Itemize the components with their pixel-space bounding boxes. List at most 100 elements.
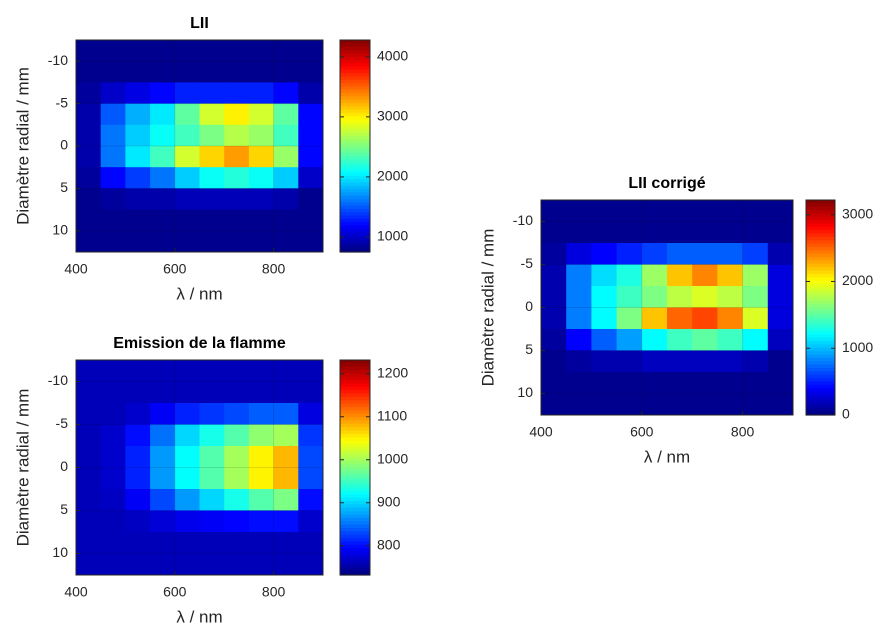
heat-cell	[298, 146, 323, 168]
colorbar-segment	[340, 86, 370, 91]
heat-cell	[199, 124, 225, 147]
colorbar-segment	[806, 253, 835, 258]
heat-cell	[273, 82, 299, 105]
heat-cell	[273, 510, 299, 533]
heat-cell	[125, 103, 151, 126]
colorbar-segment	[340, 242, 370, 246]
y-tick-label: -5	[56, 415, 69, 431]
x-tick-label: 600	[163, 261, 187, 277]
colorbar-segment	[340, 109, 370, 114]
colorbar-segment	[340, 66, 370, 71]
heat-cell	[76, 209, 102, 232]
heat-cell	[742, 243, 769, 265]
heat-cell	[248, 403, 275, 425]
heat-cell	[150, 82, 176, 105]
heat-cell	[199, 209, 225, 232]
heat-cell	[248, 446, 275, 468]
colorbar-segment	[806, 300, 835, 305]
heat-cell	[591, 264, 618, 287]
heat-cell	[641, 264, 668, 287]
heat-cell	[76, 403, 102, 425]
heat-cell	[174, 40, 200, 62]
colorbar-segment	[340, 541, 370, 546]
heat-cell	[767, 329, 793, 351]
x-axis-label: λ / nm	[176, 284, 222, 303]
heat-cell	[199, 403, 225, 425]
heat-cell	[248, 167, 275, 189]
colorbar-segment	[340, 423, 370, 428]
colorbar-segment	[340, 527, 370, 532]
colorbar-segment	[340, 443, 370, 448]
colorbar-segment	[806, 331, 835, 335]
heat-cell	[150, 167, 176, 189]
heat-cell	[76, 424, 102, 447]
heat-cell	[541, 350, 567, 373]
heat-cell	[248, 532, 275, 554]
heat-cell	[273, 381, 299, 404]
heat-cell	[199, 146, 225, 168]
heat-cell	[174, 103, 200, 126]
heat-cell	[248, 146, 275, 168]
colorbar-segment	[340, 430, 370, 435]
colorbar-tick-label: 2000	[377, 168, 408, 184]
heat-cell	[125, 40, 151, 62]
colorbar-segment	[806, 283, 835, 288]
colorbar-segment	[340, 155, 370, 160]
heat-cell	[273, 446, 299, 468]
heat-cell	[224, 403, 250, 425]
heat-cell	[174, 146, 200, 168]
colorbar-segment	[340, 370, 370, 375]
heat-cell	[224, 82, 250, 105]
x-tick-label: 800	[731, 424, 755, 440]
heat-cell	[717, 393, 744, 415]
heat-cell	[224, 167, 250, 189]
colorbar-segment	[340, 89, 370, 94]
colorbar-segment	[340, 102, 370, 107]
colorbar-segment	[340, 69, 370, 74]
colorbar-segment	[806, 233, 835, 238]
colorbar-segment	[340, 517, 370, 522]
heat-cell	[273, 167, 299, 189]
colorbar-segment	[340, 175, 370, 180]
heat-cell	[199, 82, 225, 105]
colorbar-segment	[806, 404, 835, 409]
heat-cell	[76, 381, 102, 404]
colorbar-segment	[340, 551, 370, 556]
heat-cell	[76, 489, 102, 511]
heat-cell	[641, 221, 668, 244]
colorbar-segment	[340, 400, 370, 405]
heat-cell	[150, 61, 176, 83]
colorbar-segment	[806, 297, 835, 302]
heat-cell	[174, 532, 200, 554]
heat-cell	[248, 40, 275, 62]
heat-cell	[100, 424, 126, 447]
heat-cell	[125, 532, 151, 554]
colorbar-segment	[806, 277, 835, 282]
colorbar-tick-label: 1100	[377, 407, 407, 423]
colorbar-segment	[806, 267, 835, 272]
heat-cell	[273, 230, 299, 252]
colorbar-tick-label: 800	[377, 536, 401, 552]
colorbar-segment	[340, 99, 370, 104]
heat-cell	[742, 350, 769, 373]
plot-frame	[75, 359, 324, 576]
heat-cell	[224, 209, 250, 232]
colorbar-segment	[340, 420, 370, 425]
heat-cell	[76, 510, 102, 533]
colorbar-segment	[340, 457, 370, 462]
colorbar-segment	[806, 381, 835, 386]
heat-cell	[150, 103, 176, 126]
heat-cell	[76, 82, 102, 105]
heat-cell	[199, 360, 225, 382]
colorbar-tick-label: 3000	[377, 108, 408, 124]
heat-cell	[100, 146, 126, 168]
heat-cell	[641, 329, 668, 351]
heat-cell	[591, 372, 618, 394]
heat-cell	[616, 329, 643, 351]
colorbar-segment	[806, 394, 835, 399]
colorbar-segment	[806, 294, 835, 299]
heat-cell	[125, 424, 151, 447]
heat-cell	[566, 200, 592, 222]
heat-cell	[767, 286, 793, 308]
colorbar-segment	[340, 383, 370, 388]
